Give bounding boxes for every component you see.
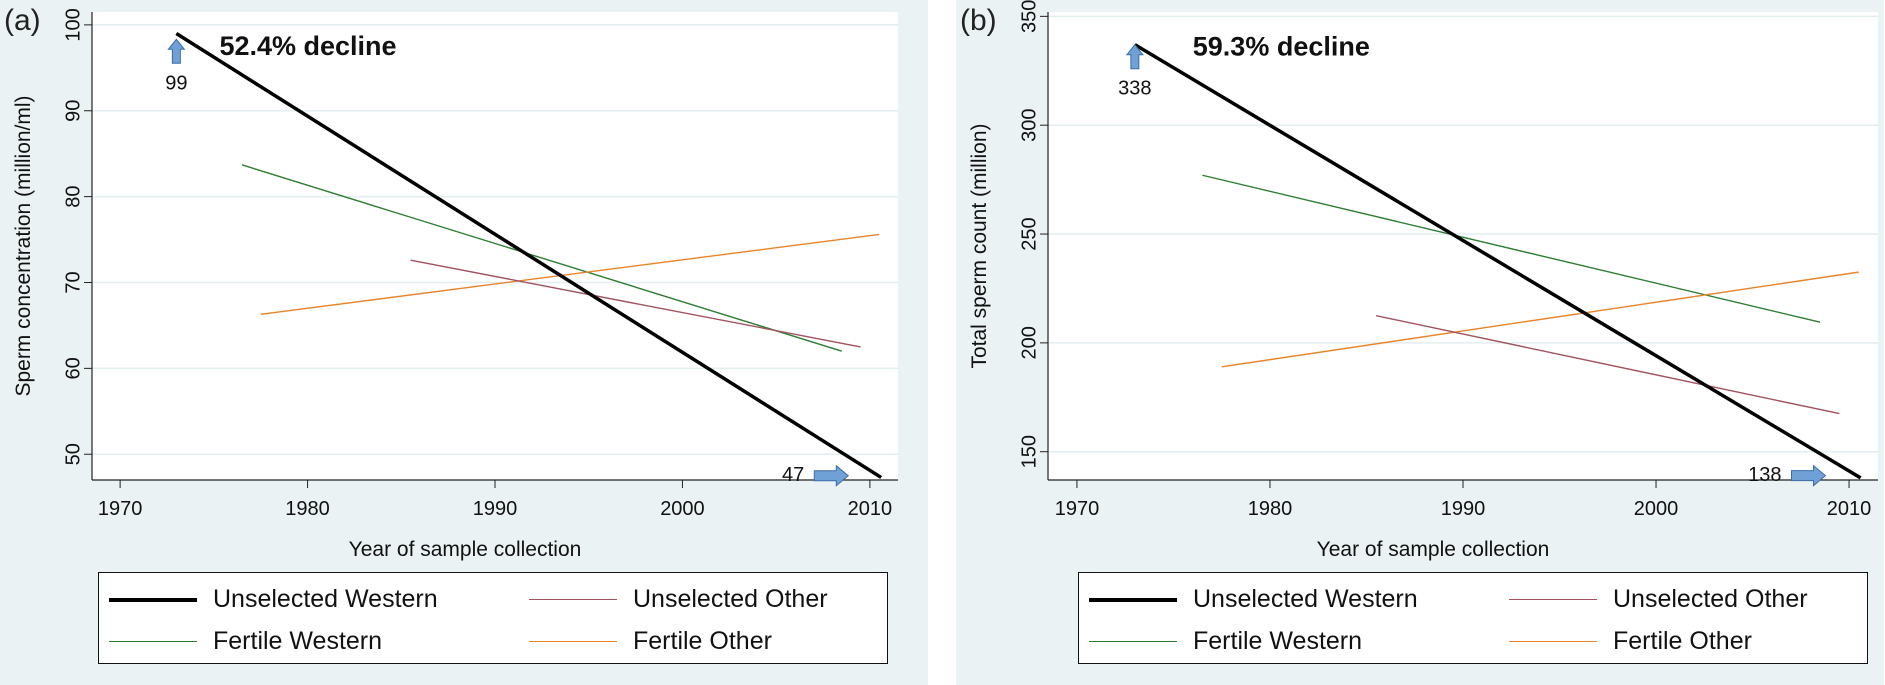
legend-swatch: [1509, 641, 1597, 642]
x-axis-title: Year of sample collection: [349, 538, 582, 561]
x-tick-label: 1990: [473, 498, 518, 520]
legend-item-fertile-western: Fertile Western: [1089, 627, 1362, 656]
series-line-unselected-other: [1375, 314, 1840, 415]
x-tick-label: 2000: [660, 498, 705, 520]
y-tick-label: 60: [62, 357, 84, 379]
chart-a: 50 60 70 80 90 100 1970 1980 1990 2000 2010 Year of…: [12, 8, 898, 561]
x-tick-label: 2010: [848, 498, 893, 520]
x-tick-label: 1980: [1248, 498, 1293, 520]
y-axis-title: Sperm concentration (million/ml): [12, 95, 35, 396]
start-value-label: 338: [1118, 78, 1151, 100]
legend-label: Fertile Western: [213, 627, 383, 655]
legend-item-unselected-other: Unselected Other: [1509, 585, 1808, 614]
x-tick-label: 1990: [1441, 498, 1486, 520]
x-axis-title: Year of sample collection: [1317, 538, 1550, 561]
legend-label: Fertile Other: [633, 627, 772, 655]
x-tick-label: 2010: [1827, 498, 1872, 520]
legend-label: Unselected Other: [1613, 585, 1808, 613]
legend: Unselected Western Unselected Other Fert…: [98, 572, 888, 664]
series-line-unselected-western: [175, 31, 883, 479]
y-tick-label: 250: [1018, 217, 1040, 250]
up-arrow-icon: [1125, 43, 1144, 70]
end-value-label: 138: [1748, 464, 1781, 486]
legend-swatch: [529, 599, 617, 600]
series-line-fertile-western: [1202, 174, 1821, 323]
right-arrow-icon: [1790, 464, 1827, 487]
y-tick-label: 100: [62, 8, 84, 41]
legend-item-fertile-western: Fertile Western: [109, 627, 382, 656]
legend-label: Fertile Western: [1193, 627, 1363, 655]
series-line-unselected-other: [410, 259, 861, 348]
y-tick-label: 200: [1018, 326, 1040, 359]
series-line-fertile-western: [241, 164, 842, 352]
legend-label: Unselected Western: [1193, 585, 1418, 613]
y-tick-label: 350: [1018, 0, 1040, 33]
legend-swatch: [1509, 599, 1597, 600]
y-tick-label: 90: [62, 100, 84, 122]
right-arrow-icon: [813, 464, 850, 487]
y-tick-label: 80: [62, 185, 84, 207]
legend-swatch: [529, 641, 617, 642]
start-value-label: 99: [165, 72, 187, 94]
x-tick-label: 2000: [1634, 498, 1679, 520]
legend-label: Unselected Other: [633, 585, 828, 613]
x-tick-label: 1970: [1055, 498, 1100, 520]
y-tick-label: 70: [62, 271, 84, 293]
end-value-label: 47: [782, 464, 804, 486]
y-tick-label: 150: [1018, 435, 1040, 468]
legend-swatch: [109, 597, 197, 602]
legend-item-fertile-other: Fertile Other: [529, 627, 772, 656]
series-line-unselected-western: [1133, 43, 1862, 480]
panel-label: (a): [4, 4, 41, 37]
decline-annotation: 59.3% decline: [1193, 32, 1370, 62]
legend-item-unselected-western: Unselected Western: [109, 585, 438, 614]
plot-area: [92, 12, 898, 480]
legend-item-unselected-western: Unselected Western: [1089, 585, 1418, 614]
decline-annotation: 52.4% decline: [219, 31, 396, 61]
legend-swatch: [1089, 597, 1177, 602]
legend-item-unselected-other: Unselected Other: [529, 585, 828, 614]
y-tick-label: 50: [62, 443, 84, 465]
y-tick-label: 300: [1018, 109, 1040, 142]
chart-b: 150 200 250 300 350 1970 1980 1990 2000 2010 Year …: [968, 0, 1878, 561]
legend-label: Fertile Other: [1613, 627, 1752, 655]
series-line-fertile-other: [260, 233, 880, 315]
series-line-fertile-other: [1221, 271, 1859, 368]
panel-a: (a) 50 60 70 80 90 100 1970 1980 1990 2000 2010 Yea…: [0, 0, 928, 685]
x-tick-label: 1970: [98, 498, 143, 520]
plot-area: [1048, 12, 1878, 480]
panel-b: (b) 150 200 250 300 350 1970 1980 1990 2000 2010 Y…: [956, 0, 1884, 685]
up-arrow-icon: [167, 38, 186, 64]
legend-label: Unselected Western: [213, 585, 438, 613]
legend: Unselected Western Unselected Other Fert…: [1078, 572, 1868, 664]
panel-label: (b): [960, 4, 997, 37]
legend-swatch: [109, 641, 197, 642]
legend-item-fertile-other: Fertile Other: [1509, 627, 1752, 656]
y-axis-title: Total sperm count (million): [968, 123, 991, 368]
legend-swatch: [1089, 641, 1177, 642]
x-tick-label: 1980: [285, 498, 330, 520]
